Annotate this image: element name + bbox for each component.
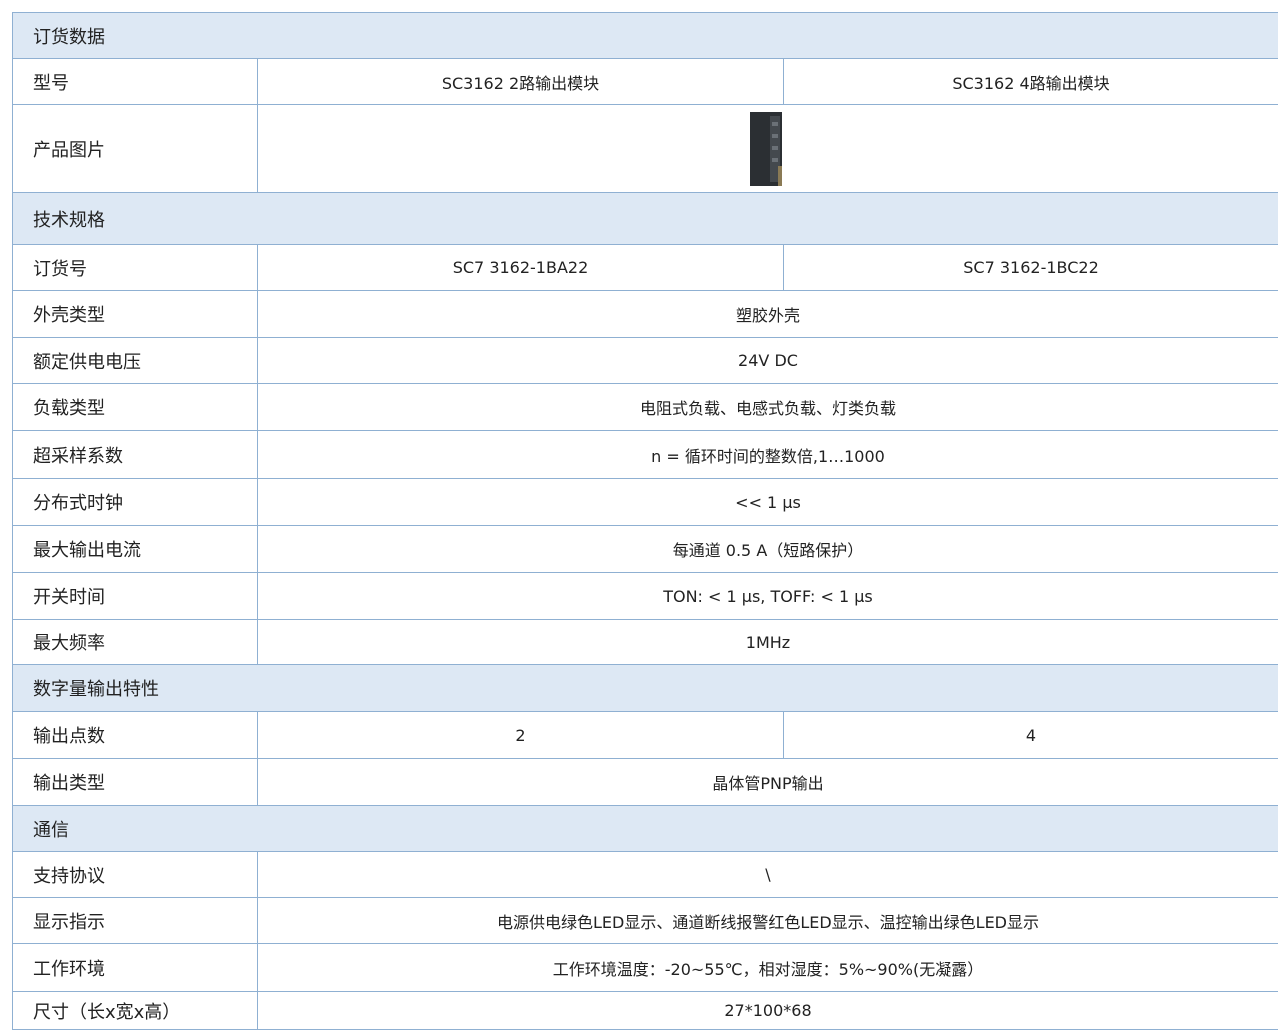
row-value: 电源供电绿色LED显示、通道断线报警红色LED显示、温控输出绿色LED显示	[257, 897, 1278, 944]
row-label: 外壳类型	[12, 290, 258, 338]
row-label: 输出类型	[12, 758, 258, 806]
row-label: 最大输出电流	[12, 525, 258, 573]
row-value: SC7 3162-1BA22	[257, 244, 784, 291]
row-value: SC3162 2路输出模块	[257, 58, 784, 105]
row-label: 型号	[12, 58, 258, 105]
row-value: SC7 3162-1BC22	[783, 244, 1278, 291]
row-label: 分布式时钟	[12, 478, 258, 526]
section-header: 通信	[12, 805, 1278, 852]
row-label: 最大频率	[12, 619, 258, 665]
row-label: 显示指示	[12, 897, 258, 944]
row-value: 24V DC	[257, 337, 1278, 384]
row-value: 1MHz	[257, 619, 1278, 665]
row-label: 开关时间	[12, 572, 258, 620]
product-image-cell	[257, 104, 1278, 193]
row-value: 电阻式负载、电感式负载、灯类负载	[257, 383, 1278, 431]
row-value: 塑胶外壳	[257, 290, 1278, 338]
section-header: 订货数据	[12, 12, 1278, 59]
row-value: 晶体管PNP输出	[257, 758, 1278, 806]
row-value: \	[257, 851, 1278, 898]
row-value: SC3162 4路输出模块	[783, 58, 1278, 105]
row-value: 4	[783, 711, 1278, 759]
row-label: 额定供电电压	[12, 337, 258, 384]
row-label: 尺寸（长x宽x高）	[12, 991, 258, 1030]
row-label: 产品图片	[12, 104, 258, 193]
row-label: 负载类型	[12, 383, 258, 431]
row-value: 27*100*68	[257, 991, 1278, 1030]
row-value: 2	[257, 711, 784, 759]
row-value: TON: < 1 µs, TOFF: < 1 µs	[257, 572, 1278, 620]
row-label: 超采样系数	[12, 430, 258, 479]
row-value: n = 循环时间的整数倍,1…1000	[257, 430, 1278, 479]
product-image	[750, 111, 782, 186]
row-label: 输出点数	[12, 711, 258, 759]
row-value: 每通道 0.5 A（短路保护）	[257, 525, 1278, 573]
row-label: 支持协议	[12, 851, 258, 898]
row-label: 工作环境	[12, 943, 258, 992]
row-value: << 1 µs	[257, 478, 1278, 526]
row-label: 订货号	[12, 244, 258, 291]
section-header: 数字量输出特性	[12, 664, 1278, 712]
row-value: 工作环境温度：-20~55℃，相对湿度：5%~90%(无凝露）	[257, 943, 1278, 992]
section-header: 技术规格	[12, 192, 1278, 245]
